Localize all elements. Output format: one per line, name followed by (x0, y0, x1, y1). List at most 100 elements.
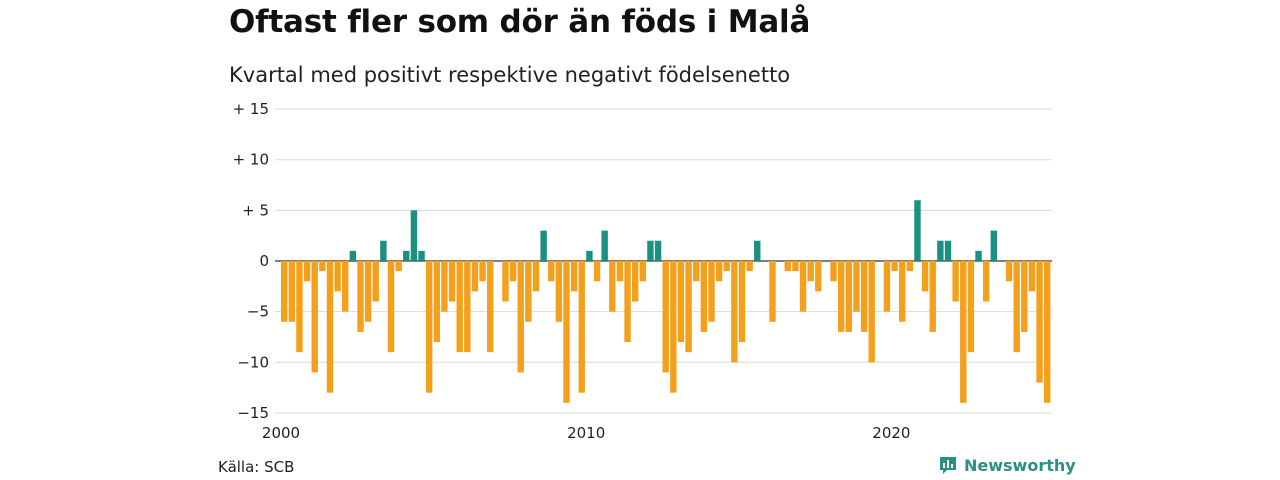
bar (677, 261, 685, 343)
bar (403, 250, 410, 261)
bar (654, 240, 662, 261)
bar (807, 261, 814, 282)
bar (303, 261, 311, 282)
bar (448, 261, 456, 302)
bar (624, 261, 631, 343)
bar (1021, 261, 1028, 332)
bar (433, 261, 440, 343)
bar (311, 261, 318, 373)
bar (937, 240, 944, 261)
bar (540, 230, 547, 261)
bar (975, 250, 982, 261)
bar (799, 261, 807, 312)
bar (342, 261, 349, 312)
axis-labels: + 15 + 10 + 5 0 −5 −10 −15 2000 2010 2020 (233, 100, 911, 442)
bar (883, 261, 891, 312)
bar (578, 261, 585, 393)
x-tick-label: 2010 (567, 424, 605, 442)
bar (639, 261, 647, 282)
bar (509, 261, 517, 282)
bar (487, 261, 494, 353)
brand-logo[interactable]: Newsworthy (938, 455, 1076, 475)
y-tick-label: + 5 (242, 201, 269, 219)
chart-title: Oftast fler som dör än föds i Malå (229, 4, 811, 40)
bar (349, 250, 357, 261)
bar (868, 261, 875, 363)
bar (410, 210, 418, 261)
bar (960, 261, 967, 403)
bar (899, 261, 906, 322)
bar (502, 261, 509, 302)
bar (830, 261, 837, 282)
bar (609, 261, 616, 312)
bar (525, 261, 532, 322)
bar (387, 261, 395, 353)
newsworthy-logo-icon (940, 457, 956, 474)
bar (296, 261, 303, 353)
bar (754, 240, 761, 261)
bar (982, 261, 990, 302)
bar (746, 261, 753, 272)
x-tick-label: 2000 (262, 424, 300, 442)
bar (662, 261, 669, 373)
bar (647, 240, 654, 261)
bar (616, 261, 624, 282)
bar (319, 261, 326, 272)
bar (952, 261, 959, 302)
bar (929, 261, 936, 332)
bar (357, 261, 364, 332)
bar (891, 261, 898, 272)
x-tick-label: 2020 (872, 424, 910, 442)
bar (670, 261, 677, 393)
y-tick-label: + 10 (233, 151, 269, 169)
bar (425, 261, 433, 393)
bar (517, 261, 524, 373)
y-tick-label: −15 (237, 404, 269, 422)
brand-name: Newsworthy (964, 455, 1076, 475)
bar (715, 261, 723, 282)
bar (708, 261, 715, 322)
bar (364, 261, 372, 322)
bar (693, 261, 700, 282)
bar (700, 261, 708, 332)
chart-subtitle: Kvartal med positivt respektive negativt… (229, 63, 791, 87)
bar (860, 261, 868, 332)
bar (288, 261, 296, 322)
bar (456, 261, 463, 353)
bar (1028, 261, 1036, 292)
bar (1005, 261, 1013, 282)
y-tick-label: + 15 (233, 100, 269, 118)
bar (731, 261, 738, 363)
bar (853, 261, 860, 312)
bar (784, 261, 791, 272)
bar (418, 250, 425, 261)
bar (570, 261, 578, 292)
y-tick-label: 0 (259, 252, 269, 270)
bars (281, 200, 1051, 403)
bar (921, 261, 929, 292)
bar (586, 250, 593, 261)
bar (563, 261, 570, 403)
bar (845, 261, 853, 332)
bar (1013, 261, 1020, 353)
bar (914, 200, 921, 261)
bar (990, 230, 997, 261)
bar (723, 261, 730, 272)
bar (326, 261, 334, 393)
y-tick-label: −10 (237, 353, 269, 371)
bar (601, 230, 608, 261)
bar (479, 261, 486, 282)
bar (380, 240, 387, 261)
bar (334, 261, 341, 292)
bar (769, 261, 776, 322)
bar (441, 261, 448, 312)
bar (967, 261, 975, 353)
bar (631, 261, 639, 302)
bar (548, 261, 555, 282)
bar (1044, 261, 1051, 403)
bar (532, 261, 540, 292)
bar (1036, 261, 1043, 383)
bar (555, 261, 563, 322)
bar (906, 261, 914, 272)
